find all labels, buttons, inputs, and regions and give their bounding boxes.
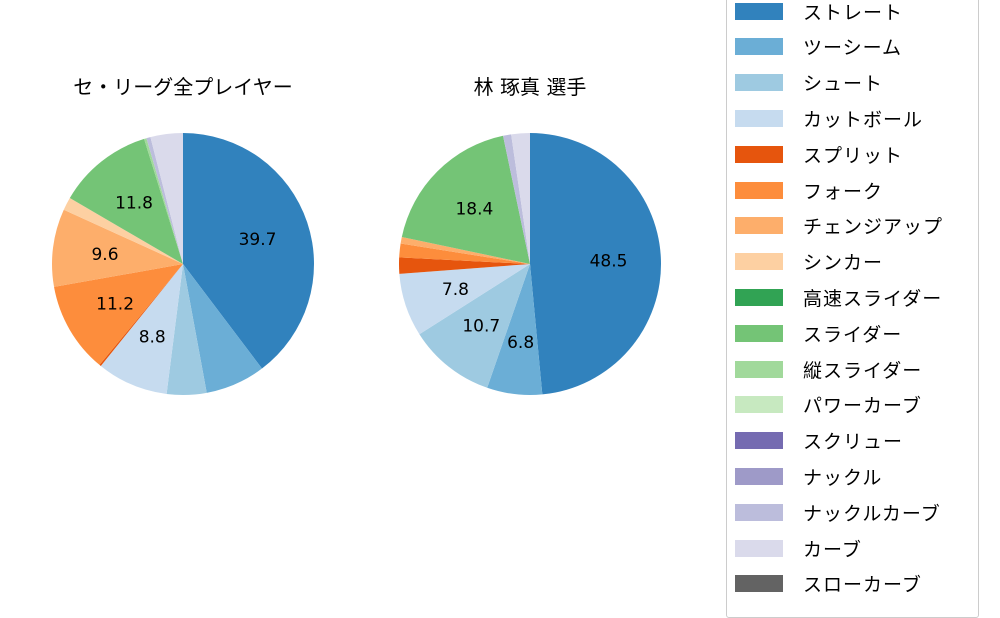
legend-item: スライダー <box>735 321 903 346</box>
legend-label: パワーカーブ <box>803 395 922 418</box>
pie-slice <box>146 137 183 264</box>
legend-label: チェンジアップ <box>803 216 944 239</box>
pie-slice <box>99 264 183 366</box>
legend-label: 縦スライダー <box>803 359 923 382</box>
pie-slice <box>144 138 183 264</box>
slice-label: 18.4 <box>455 199 493 219</box>
legend-swatch <box>735 324 783 342</box>
legend-label: ナックルカーブ <box>803 502 941 525</box>
pie-slice <box>401 135 530 264</box>
legend-swatch <box>735 145 783 163</box>
legend-swatch <box>735 288 783 306</box>
legend-label: カーブ <box>803 538 862 561</box>
slice-label: 6.8 <box>507 333 534 353</box>
legend-item: シンカー <box>735 250 883 274</box>
legend-label: ストレート <box>803 1 904 24</box>
legend: ストレートツーシームシュートカットボール スプリットフォークチェンジアップ シンカー… <box>726 0 979 618</box>
legend-label: スローカーブ <box>803 574 922 597</box>
legend-label: スクリュー <box>803 431 904 454</box>
legend-item: スクリュー <box>735 429 903 453</box>
slice-label: 48.5 <box>590 251 628 271</box>
legend-item: カットボール <box>735 106 924 131</box>
legend-item: ストレート <box>735 0 904 24</box>
legend-swatch <box>735 181 783 199</box>
legend-item: パワーカーブ <box>735 393 922 417</box>
pie-slice <box>400 237 530 264</box>
legend-swatch <box>735 467 783 485</box>
pie-slice <box>487 264 543 395</box>
pie-slice <box>183 133 315 369</box>
legend-swatch <box>735 503 783 521</box>
legend-swatch <box>735 575 783 593</box>
slice-label: 7.8 <box>442 280 469 300</box>
legend-swatch <box>735 396 783 414</box>
legend-label: スライダー <box>803 323 903 346</box>
legend-swatch <box>735 360 783 378</box>
legend-label: カットボール <box>803 108 924 131</box>
legend-swatch <box>735 2 783 20</box>
pie-charts: 39.7 8.811.2 9.6 11.8 48.5 6.8 10.7 7.8 18.4 <box>52 133 661 395</box>
slice-label: 11.2 <box>96 295 134 315</box>
pie-slice <box>398 257 530 274</box>
pie-slice <box>399 243 530 264</box>
pie-slice <box>503 134 530 264</box>
legend-swatch <box>735 74 783 92</box>
pie-slice <box>419 264 530 388</box>
slice-label: 39.7 <box>239 230 277 250</box>
legend-item: チェンジアップ <box>735 214 943 238</box>
legend-item: カーブ <box>735 536 862 561</box>
legend-label: フォーク <box>803 180 884 203</box>
legend-label: シュート <box>803 73 884 96</box>
legend-swatch <box>735 109 783 127</box>
slice-label: 9.6 <box>91 245 118 265</box>
pie-slice <box>100 264 183 394</box>
legend-swatch <box>735 432 783 450</box>
legend-label: ナックル <box>803 466 883 489</box>
legend-item: ナックル <box>735 464 883 489</box>
legend-item: 縦スライダー <box>735 357 923 382</box>
pie-slice <box>399 264 530 335</box>
legend-label: ツーシーム <box>803 37 903 60</box>
pie-slice <box>166 264 207 395</box>
pie-slice <box>150 133 183 264</box>
legend-item: スプリット <box>735 142 904 167</box>
legend-item: 高速スライダー <box>735 285 943 310</box>
pie-slice <box>530 133 661 395</box>
legend-item: フォーク <box>735 178 884 203</box>
legend-item: ツーシーム <box>735 35 902 59</box>
pie-slice <box>63 198 183 264</box>
slice-label: 11.8 <box>115 194 153 214</box>
chart-title-league: セ・リーグ全プレイヤー <box>73 75 293 99</box>
legend-item: ナックルカーブ <box>735 500 941 525</box>
legend-label: 高速スライダー <box>803 287 943 310</box>
chart-title-player: 林 琢真 選手 <box>473 75 587 99</box>
pie-slice <box>69 138 183 264</box>
legend-label: スプリット <box>803 144 904 167</box>
legend-swatch <box>735 38 783 56</box>
legend-swatch <box>735 217 783 235</box>
pie-chart-league: 39.7 8.811.2 9.6 11.8 <box>52 133 315 395</box>
pie-slice <box>52 209 184 287</box>
slice-label: 8.8 <box>139 327 166 347</box>
pie-slice <box>54 264 184 365</box>
pie-slice <box>183 264 262 393</box>
legend-label: シンカー <box>803 252 884 275</box>
slice-label: 10.7 <box>462 317 500 337</box>
pie-chart-player: 48.5 6.8 10.7 7.8 18.4 <box>398 133 661 395</box>
legend-item: スローカーブ <box>735 572 922 596</box>
legend-swatch <box>735 253 783 271</box>
legend-swatch <box>735 539 783 557</box>
legend-item: シュート <box>735 71 883 95</box>
pie-slice <box>511 133 530 264</box>
